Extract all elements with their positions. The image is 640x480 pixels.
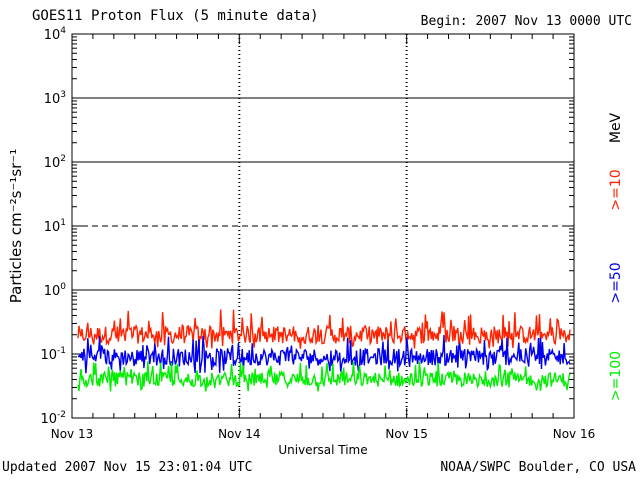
series-line bbox=[77, 335, 571, 374]
y-tick-label: 103 bbox=[44, 90, 66, 107]
y-tick-label: 102 bbox=[44, 154, 66, 171]
unit-label: MeV bbox=[608, 112, 624, 143]
series-line bbox=[77, 360, 571, 392]
x-tick-label: Nov 15 bbox=[385, 427, 428, 441]
legend-entry: >=10 bbox=[608, 169, 624, 210]
x-tick-label: Nov 14 bbox=[218, 427, 261, 441]
y-tick-label: 10-1 bbox=[40, 346, 66, 363]
y-tick-label: 100 bbox=[44, 282, 67, 299]
plot-frame bbox=[71, 33, 575, 419]
updated-time: Updated 2007 Nov 15 23:01:04 UTC bbox=[2, 460, 253, 475]
y-axis-label: Particles cm⁻²s⁻¹sr⁻¹ bbox=[7, 149, 25, 303]
legend-entry: >=100 bbox=[608, 351, 624, 401]
x-axis-label: Universal Time bbox=[278, 443, 367, 457]
y-tick-label: 10-2 bbox=[40, 410, 66, 427]
x-tick-label: Nov 13 bbox=[51, 427, 94, 441]
x-tick-label: Nov 16 bbox=[553, 427, 596, 441]
chart-title: GOES11 Proton Flux (5 minute data) bbox=[32, 8, 319, 24]
series-line bbox=[77, 309, 571, 349]
begin-time: Begin: 2007 Nov 13 0000 UTC bbox=[420, 14, 632, 29]
y-tick-label: 104 bbox=[44, 26, 67, 43]
y-tick-label: 101 bbox=[44, 218, 66, 235]
legend-entry: >=50 bbox=[608, 262, 624, 303]
credit-label: NOAA/SWPC Boulder, CO USA bbox=[440, 460, 636, 475]
